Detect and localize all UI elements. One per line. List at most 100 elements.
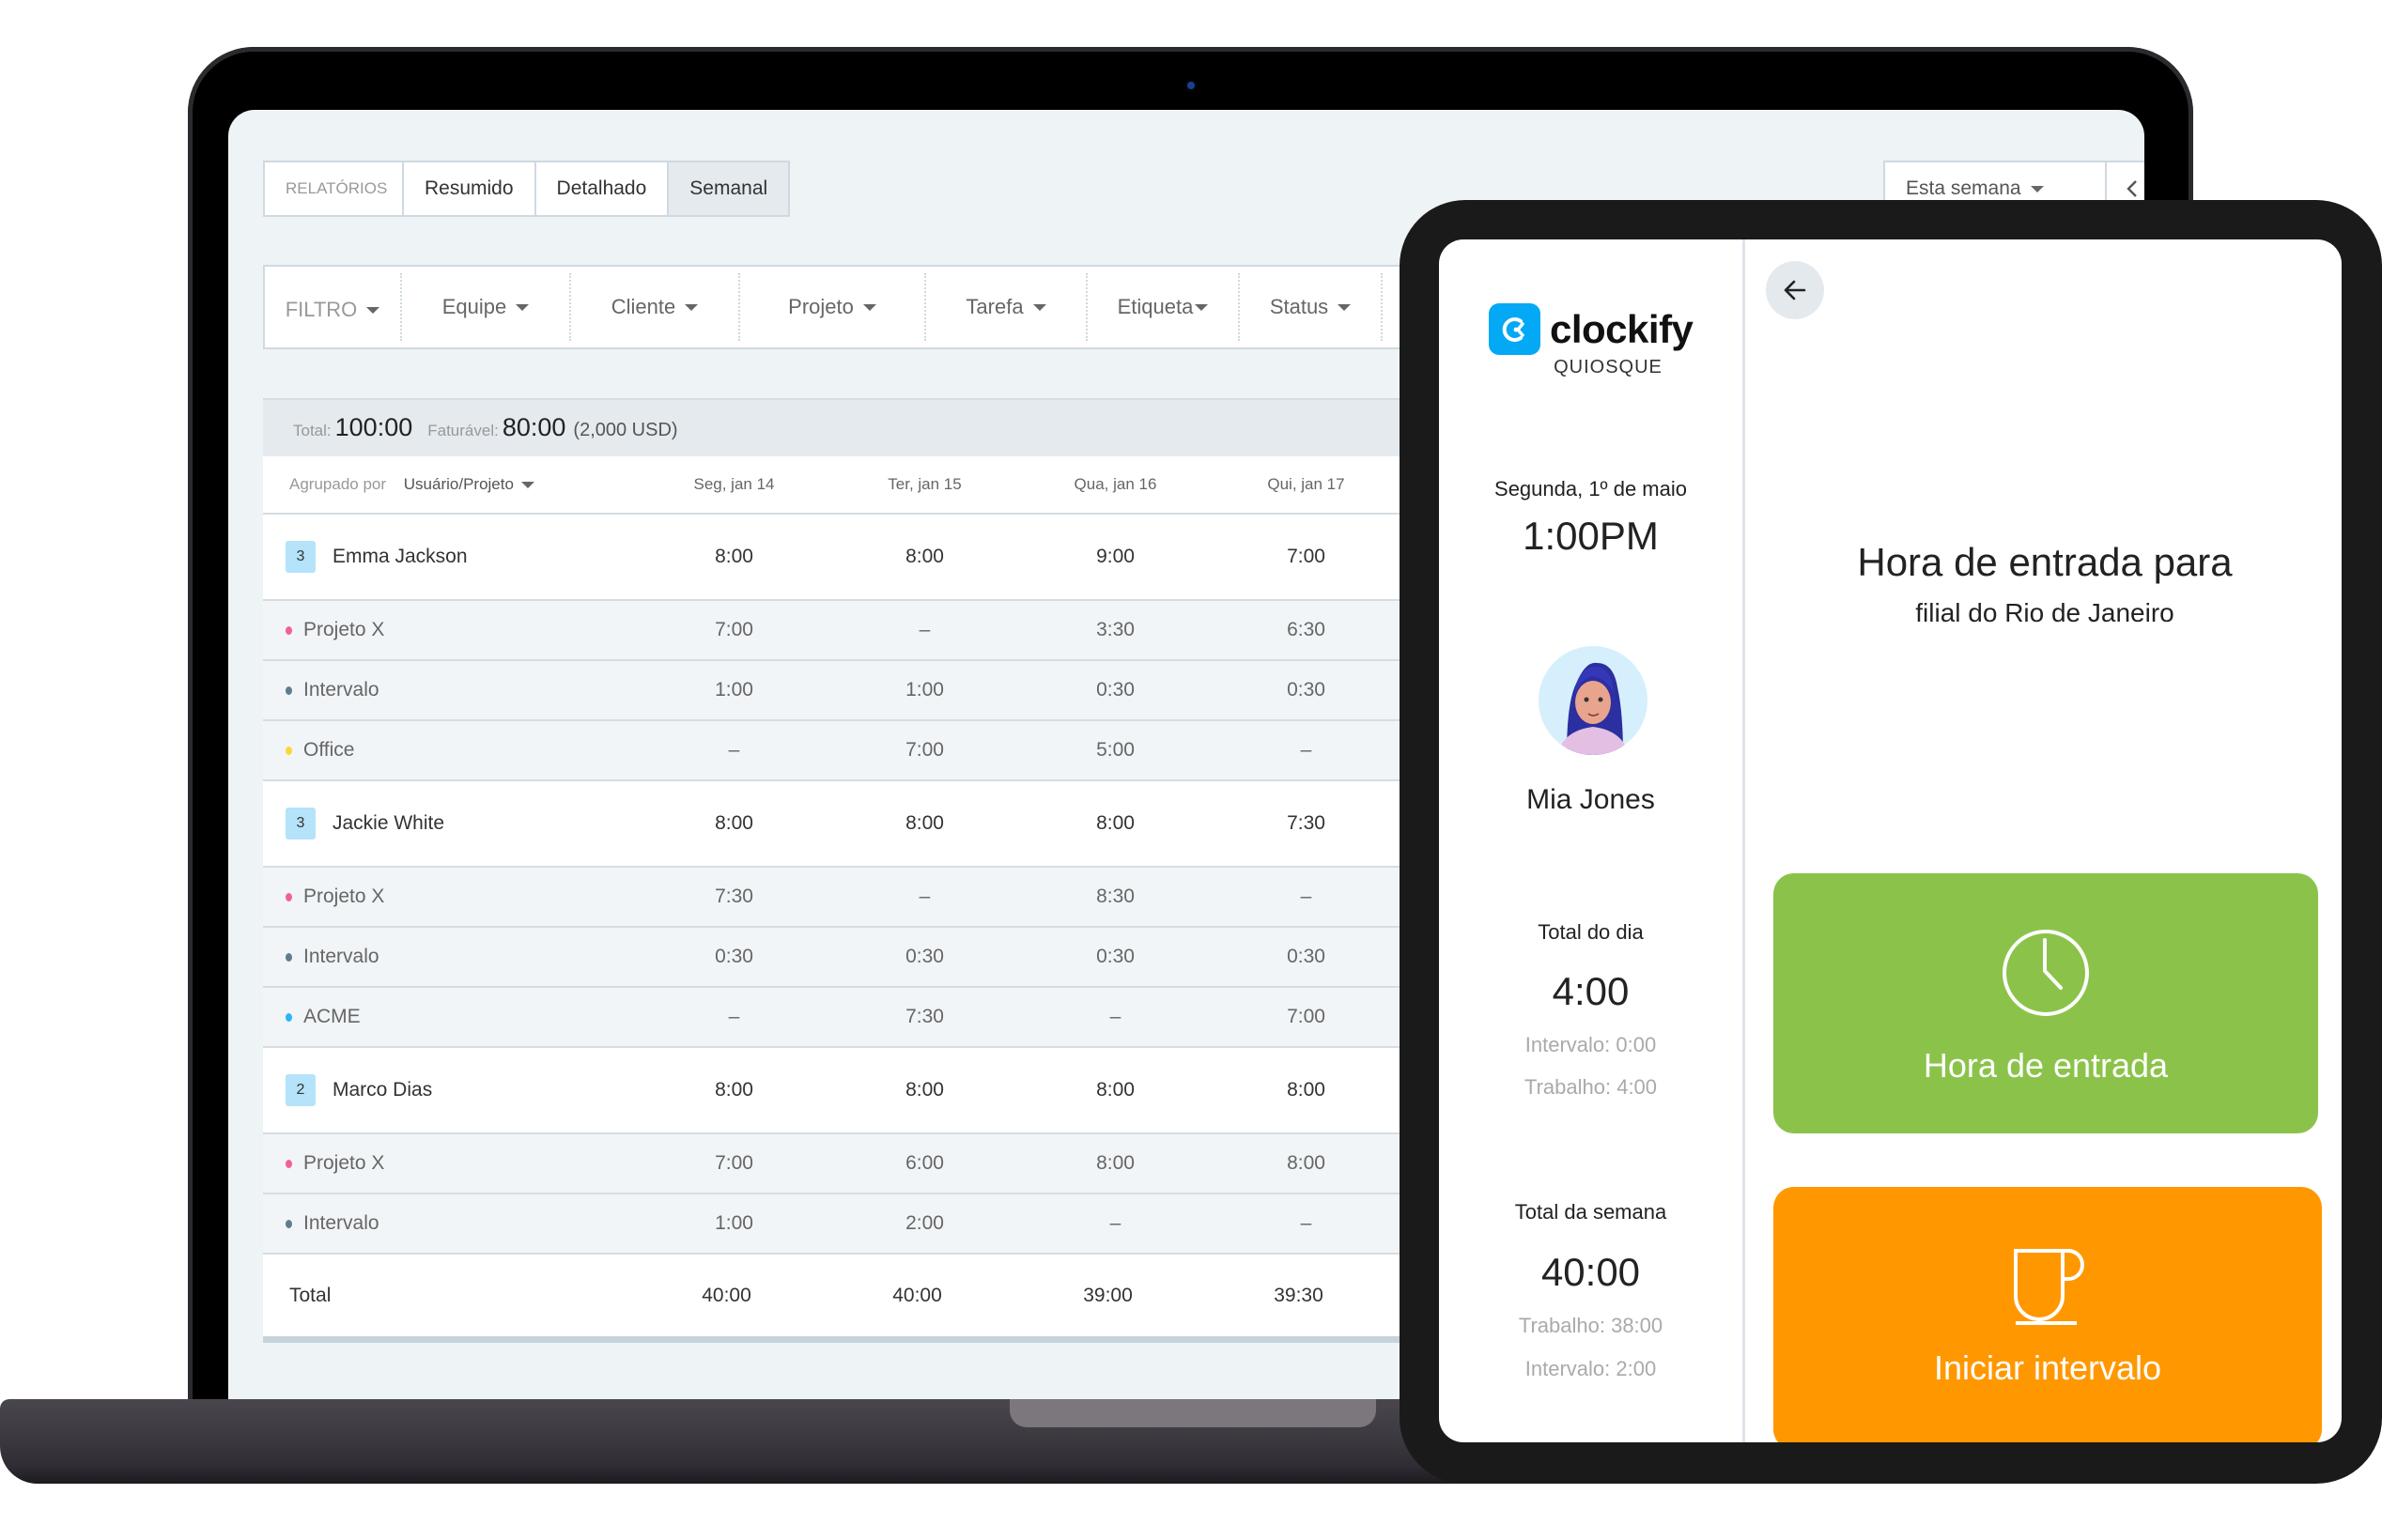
- arrow-left-icon: [1784, 280, 1806, 300]
- column-header: Ter, jan 15: [888, 475, 962, 493]
- caret-down-icon: [1032, 303, 1046, 311]
- cell: 7:30: [905, 1006, 944, 1027]
- cell: 2:00: [905, 1212, 944, 1234]
- cell: 8:00: [1287, 1152, 1325, 1174]
- count-badge: 2: [286, 1074, 316, 1106]
- branch-name: filial do Rio de Janeiro: [1915, 598, 2174, 627]
- cell: 6:00: [905, 1152, 944, 1174]
- cell: 8:00: [715, 812, 753, 834]
- clockify-logo-icon: [1489, 303, 1540, 355]
- caret-down-icon: [685, 303, 699, 311]
- clock-in-button[interactable]: Hora de entrada: [1773, 873, 2318, 1133]
- cell: 0:30: [1096, 679, 1135, 701]
- count-badge: 3: [286, 541, 316, 573]
- user-name: Mia Jones: [1526, 784, 1655, 815]
- cell: 7:00: [715, 619, 753, 640]
- column-header: Seg, jan 14: [693, 475, 775, 493]
- caret-down-icon: [1195, 303, 1209, 311]
- table-row-user[interactable]: 2 Marco Dias 8:00 8:00 8:00 8:00: [263, 1048, 1484, 1134]
- table-row-user[interactable]: 3 Emma Jackson 8:00 8:00 9:00 7:00: [263, 515, 1484, 601]
- week-total-value: 40:00: [1540, 1250, 1641, 1294]
- tab-semanal[interactable]: Semanal: [669, 162, 789, 215]
- day-break: Intervalo: 0:00: [1524, 1033, 1657, 1056]
- cell: 0:30: [905, 946, 944, 967]
- cell: 0:30: [1287, 679, 1325, 701]
- table-row-project: Intervalo 0:30 0:30 0:30 0:30: [263, 928, 1484, 988]
- filter-projeto[interactable]: Projeto: [740, 273, 926, 341]
- filter-tarefa[interactable]: Tarefa: [926, 273, 1088, 341]
- filter-main[interactable]: FILTRO: [265, 273, 402, 341]
- cell: 8:00: [715, 546, 753, 567]
- project-color-dot: [286, 685, 292, 695]
- group-by: Agrupado por Usuário/Projeto: [263, 475, 639, 494]
- kiosk-sidebar: clockify QUIOSQUE Segunda, 1º de maio 1:…: [1439, 239, 1745, 1442]
- cell: –: [728, 739, 740, 761]
- table-header: Agrupado por Usuário/Projeto Seg, jan 14…: [263, 456, 1484, 515]
- cell: 8:00: [905, 1079, 944, 1101]
- group-by-select[interactable]: Usuário/Projeto: [403, 475, 514, 493]
- day-total-title: Total do dia: [1538, 920, 1644, 944]
- filter-etiqueta[interactable]: Etiqueta: [1088, 273, 1240, 341]
- project-color-dot: [286, 1219, 292, 1228]
- cell: 1:00: [715, 679, 753, 701]
- cell: 3:30: [1096, 619, 1135, 640]
- date-range-select[interactable]: Esta semana: [1885, 162, 2107, 215]
- cell: 8:00: [715, 1079, 753, 1101]
- day-work: Trabalho: 4:00: [1524, 1075, 1658, 1099]
- cell: 0:30: [1096, 946, 1135, 967]
- cell: 7:00: [1287, 546, 1325, 567]
- caret-down-icon: [2030, 185, 2044, 192]
- cell: 1:00: [905, 679, 944, 701]
- start-break-label: Iniciar intervalo: [1933, 1348, 2162, 1387]
- tab-detalhado[interactable]: Detalhado: [536, 162, 670, 215]
- cell: 39:00: [1083, 1284, 1133, 1306]
- cell: 8:00: [905, 546, 944, 567]
- back-button[interactable]: [1766, 261, 1824, 319]
- caret-down-icon: [366, 306, 380, 314]
- cell: –: [728, 1006, 740, 1027]
- table-row-project: Projeto X 7:00 – 3:30 6:30: [263, 601, 1484, 661]
- weekly-report-table: Total: 100:00 Faturável: 80:00 (2,000 US…: [263, 398, 1484, 1343]
- clockify-logo: clockify: [1489, 303, 1694, 355]
- day-total-value: 4:00: [1552, 969, 1630, 1013]
- cell: –: [1300, 739, 1312, 761]
- filter-status[interactable]: Status: [1240, 273, 1383, 341]
- cell: 40:00: [892, 1284, 942, 1306]
- user-name: Emma Jackson: [333, 546, 468, 567]
- project-color-dot: [286, 625, 292, 635]
- cell: 7:30: [715, 886, 753, 907]
- table-row-total: Total 40:00 40:00 39:00 39:30: [263, 1255, 1484, 1343]
- user-name: Marco Dias: [333, 1079, 433, 1101]
- cell: –: [919, 619, 931, 640]
- kiosk-label: QUIOSQUE: [1554, 357, 1663, 377]
- cell: 7:00: [905, 739, 944, 761]
- prev-week-button[interactable]: [2107, 162, 2144, 215]
- cell: –: [1109, 1212, 1121, 1234]
- billable-amount: (2,000 USD): [573, 420, 678, 440]
- cell: –: [1300, 886, 1312, 907]
- table-row-user[interactable]: 3 Jackie White 8:00 8:00 8:00 7:30: [263, 781, 1484, 868]
- cell: 8:00: [1287, 1079, 1325, 1101]
- current-date: Segunda, 1º de maio: [1494, 477, 1687, 500]
- report-tabs: RELATÓRIOS Resumido Detalhado Semanal: [263, 161, 791, 217]
- report-summary: Total: 100:00 Faturável: 80:00 (2,000 US…: [263, 398, 1484, 456]
- tab-resumido[interactable]: Resumido: [404, 162, 536, 215]
- cell: 8:00: [1096, 812, 1135, 834]
- kiosk-screen: clockify QUIOSQUE Segunda, 1º de maio 1:…: [1439, 239, 2342, 1442]
- cell: 5:00: [1096, 739, 1135, 761]
- current-time: 1:00PM: [1523, 514, 1659, 558]
- start-break-button[interactable]: Iniciar intervalo: [1773, 1187, 2322, 1442]
- project-color-dot: [286, 952, 292, 962]
- cell: 40:00: [702, 1284, 751, 1306]
- cell: 6:30: [1287, 619, 1325, 640]
- caret-down-icon: [862, 303, 876, 311]
- user-name: Jackie White: [333, 812, 445, 834]
- cell: 7:00: [1287, 1006, 1325, 1027]
- cell: 0:30: [715, 946, 753, 967]
- cell: 9:00: [1096, 546, 1135, 567]
- week-break: Intervalo: 2:00: [1524, 1357, 1657, 1380]
- filter-cliente[interactable]: Cliente: [571, 273, 740, 341]
- table-row-project: Intervalo 1:00 1:00 0:30 0:30: [263, 661, 1484, 721]
- filter-equipe[interactable]: Equipe: [402, 273, 571, 341]
- coffee-cup-icon: [2014, 1249, 2084, 1325]
